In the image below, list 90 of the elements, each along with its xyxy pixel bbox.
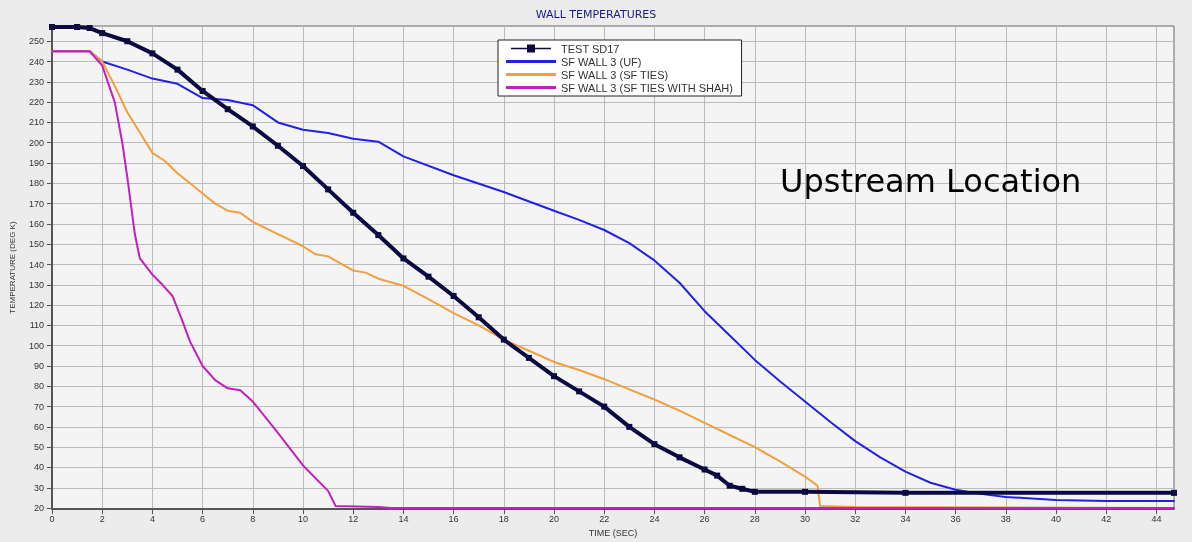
point — [400, 255, 407, 262]
point — [676, 454, 683, 461]
x-tick-label: 42 — [1101, 513, 1112, 524]
y-tick-label: 180 — [28, 178, 44, 189]
point — [124, 38, 131, 45]
y-tick-label: 250 — [28, 36, 44, 47]
point — [475, 314, 482, 321]
legend-label: TEST SD17 — [561, 42, 620, 55]
annotation: Upstream Location — [780, 162, 1082, 200]
y-tick-label: 110 — [29, 320, 44, 331]
point — [149, 50, 156, 57]
x-tick-label: 32 — [850, 513, 861, 524]
y-tick-label: 120 — [28, 300, 44, 311]
x-tick-label: 28 — [749, 513, 760, 524]
x-tick-label: 0 — [49, 513, 55, 524]
y-tick-label: 30 — [33, 482, 44, 493]
y-tick-label: 150 — [28, 239, 44, 250]
point — [249, 123, 256, 130]
legend-label: SF WALL 3 (SF TIES WITH SHAH) — [561, 81, 733, 94]
point — [224, 106, 231, 113]
point — [701, 466, 708, 473]
point — [576, 388, 583, 395]
y-tick-label: 130 — [28, 279, 44, 290]
y-tick-label: 210 — [28, 117, 44, 128]
x-tick-label: 44 — [1151, 513, 1162, 524]
x-tick-label: 40 — [1051, 513, 1062, 524]
x-tick-label: 24 — [649, 513, 660, 524]
point — [425, 273, 432, 280]
point — [802, 488, 809, 495]
x-tick-label: 6 — [200, 513, 206, 524]
point — [714, 472, 721, 479]
point — [500, 336, 507, 343]
point — [86, 25, 93, 32]
x-tick-label: 20 — [549, 513, 560, 524]
x-tick-label: 14 — [398, 513, 409, 524]
point — [626, 423, 633, 430]
point — [902, 489, 909, 496]
point — [1171, 489, 1177, 496]
point — [350, 209, 357, 216]
x-tick-label: 2 — [99, 513, 105, 524]
x-tick-label: 36 — [950, 513, 961, 524]
y-tick-label: 50 — [33, 442, 44, 453]
point — [551, 373, 558, 380]
y-tick-label: 220 — [28, 97, 44, 108]
point — [739, 485, 746, 492]
y-tick-label: 70 — [33, 401, 44, 412]
y-tick-label: 80 — [33, 381, 44, 392]
x-tick-label: 22 — [599, 513, 610, 524]
point — [274, 142, 281, 149]
y-axis-title: TEMPERATURE (DEG K) — [7, 221, 17, 314]
point — [375, 232, 382, 239]
y-tick-label: 170 — [28, 198, 44, 209]
y-tick-label: 20 — [33, 503, 44, 514]
x-tick-label: 8 — [250, 513, 256, 524]
point — [199, 87, 206, 94]
x-tick-label: 12 — [348, 513, 359, 524]
point — [450, 292, 457, 299]
y-tick-label: 200 — [28, 137, 44, 148]
point — [174, 66, 181, 73]
x-tick-label: 18 — [498, 513, 509, 524]
point — [525, 354, 532, 361]
y-tick-label: 140 — [28, 259, 44, 270]
point — [601, 403, 608, 410]
x-tick-label: 34 — [900, 513, 911, 524]
point — [751, 488, 758, 495]
x-tick-label: 4 — [149, 513, 155, 524]
point — [74, 24, 81, 31]
x-tick-label: 30 — [800, 513, 811, 524]
point — [300, 163, 307, 170]
legend-label: SF WALL 3 (UF) — [561, 55, 642, 68]
x-axis-title: TIME (SEC) — [588, 527, 638, 538]
x-tick-label: 26 — [699, 513, 710, 524]
y-tick-label: 60 — [33, 421, 44, 432]
legend-label: SF WALL 3 (SF TIES) — [561, 68, 669, 81]
x-tick-label: 10 — [298, 513, 309, 524]
y-tick-label: 90 — [33, 361, 44, 371]
y-tick-label: 190 — [28, 158, 44, 169]
y-tick-label: 40 — [33, 462, 44, 473]
point — [49, 24, 55, 31]
y-tick-label: 100 — [28, 340, 44, 351]
x-tick-label: 38 — [1000, 513, 1011, 524]
point — [651, 441, 658, 448]
y-tick-label: 160 — [28, 218, 44, 229]
chart-title: WALL TEMPERATURES — [535, 8, 657, 21]
y-tick-label: 240 — [28, 56, 44, 67]
point — [99, 30, 106, 37]
y-tick-label: 230 — [28, 76, 44, 87]
point — [325, 186, 332, 193]
x-tick-label: 16 — [448, 513, 459, 524]
point — [726, 482, 733, 489]
